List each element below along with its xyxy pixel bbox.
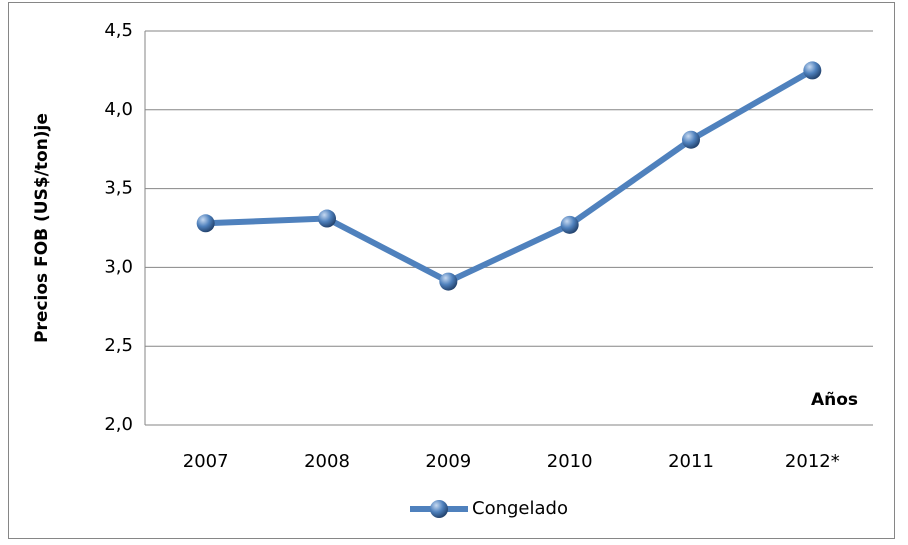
x-tick-label: 2010	[547, 451, 593, 472]
y-tick-label: 3,0	[104, 256, 133, 277]
data-point	[318, 209, 336, 228]
x-tick-label: 2009	[425, 451, 471, 472]
legend-marker	[430, 500, 448, 518]
y-tick-label: 3,5	[104, 178, 133, 199]
data-point	[682, 130, 700, 149]
data-point	[196, 214, 215, 233]
data-point	[803, 61, 822, 80]
legend-label: Congelado	[472, 498, 568, 519]
y-tick-label: 2,0	[104, 414, 133, 435]
x-tick-label: 2007	[183, 451, 229, 472]
data-point	[560, 215, 579, 234]
y-tick-label: 4,5	[104, 20, 133, 41]
data-point	[439, 272, 458, 291]
y-tick-label: 4,0	[104, 99, 133, 120]
annotation: Años	[811, 390, 858, 410]
x-tick-label: 2012*	[785, 451, 840, 472]
x-tick-label: 2011	[668, 451, 714, 472]
y-axis-title: Precios FOB (US$/ton)je	[32, 113, 52, 343]
chart-border	[8, 2, 895, 539]
x-tick-label: 2008	[304, 451, 350, 472]
y-tick-label: 2,5	[104, 335, 133, 356]
data-line	[205, 67, 814, 285]
